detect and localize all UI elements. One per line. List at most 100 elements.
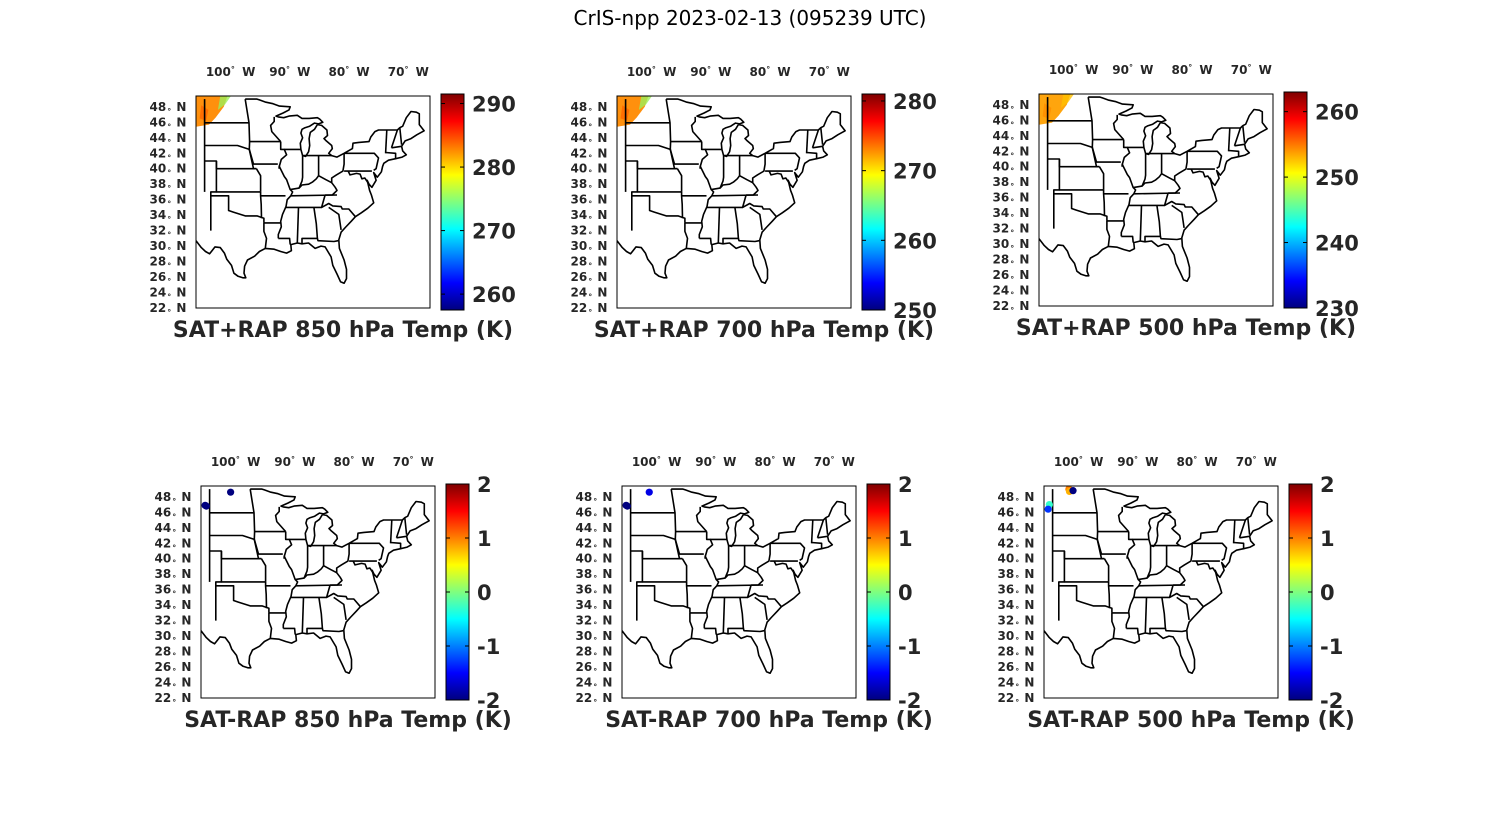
state-border xyxy=(316,238,339,243)
map-panel-sat-rap-sum-700: 100° W 90° W 80° W 70° W 48° N 46° N 44° N 42° … xyxy=(549,60,949,360)
colorbar-tick-label: 250 xyxy=(1315,166,1359,190)
lat-label: 38° N xyxy=(150,177,187,193)
lat-label: 38° N xyxy=(155,567,192,583)
state-border xyxy=(704,531,714,559)
obs-point xyxy=(1069,487,1077,495)
state-border xyxy=(811,129,820,149)
obs-point xyxy=(202,502,210,510)
lon-label: 70° W xyxy=(809,65,850,79)
lat-label: 44° N xyxy=(993,129,1030,145)
state-border xyxy=(674,539,704,555)
state-border xyxy=(1233,127,1242,147)
lat-label: 32° N xyxy=(998,614,1035,630)
colorbar-tick-label: 260 xyxy=(472,283,516,307)
colorbar xyxy=(861,93,886,311)
lat-label: 34° N xyxy=(576,598,613,614)
state-border xyxy=(318,153,345,184)
colorbar-tick-label: 270 xyxy=(893,160,937,184)
state-border xyxy=(204,144,250,151)
state-border xyxy=(1176,596,1190,621)
state-border xyxy=(1053,193,1108,221)
lat-label: 24° N xyxy=(571,286,608,302)
colorbar-tick-label: 230 xyxy=(1315,297,1359,321)
state-border xyxy=(699,237,712,245)
panel-caption: SAT-RAP 500 hPa Temp (K) xyxy=(1027,708,1355,733)
state-border xyxy=(1173,572,1186,586)
state-border xyxy=(1107,581,1111,609)
state-border xyxy=(321,628,344,633)
state-border xyxy=(746,584,783,608)
state-border xyxy=(395,519,404,539)
state-border xyxy=(1247,517,1251,535)
state-border xyxy=(695,506,708,533)
obs-point xyxy=(1044,505,1052,513)
lat-label: 46° N xyxy=(150,115,187,131)
lat-label: 28° N xyxy=(571,255,608,271)
lat-label: 46° N xyxy=(155,505,192,521)
lat-label: 34° N xyxy=(993,206,1030,222)
state-border xyxy=(1126,627,1139,635)
lat-label: 26° N xyxy=(993,268,1030,284)
state-border xyxy=(1168,180,1181,194)
obs-point xyxy=(623,502,631,510)
state-border xyxy=(765,152,801,171)
state-border xyxy=(283,627,296,635)
state-border xyxy=(820,127,824,145)
state-border xyxy=(722,597,726,634)
state-border xyxy=(1091,147,1121,163)
state-border xyxy=(330,572,343,586)
state-border xyxy=(746,182,759,196)
panel-caption: SAT+RAP 850 hPa Temp (K) xyxy=(172,318,514,343)
lat-label: 30° N xyxy=(150,239,187,255)
lat-label: 36° N xyxy=(998,583,1035,599)
lon-label: 90° W xyxy=(1117,455,1158,469)
state-border xyxy=(1106,220,1111,247)
state-border xyxy=(259,191,263,219)
state-border xyxy=(1190,168,1213,183)
colorbar-tick-label: 260 xyxy=(893,229,937,253)
state-border xyxy=(770,542,806,561)
lat-label: 30° N xyxy=(993,237,1030,253)
map-frame xyxy=(616,95,852,309)
state-border xyxy=(264,581,268,609)
colorbar-tick-label: -1 xyxy=(1320,635,1343,659)
lat-label: 30° N xyxy=(571,239,608,255)
state-border xyxy=(260,558,267,582)
lat-label: 22° N xyxy=(571,301,608,317)
lat-label: 44° N xyxy=(155,521,192,537)
state-border xyxy=(773,560,796,575)
state-border xyxy=(1047,158,1100,168)
lat-label: 22° N xyxy=(998,691,1035,707)
lon-label: 100° W xyxy=(1049,63,1098,77)
map-svg: 100° W 90° W 80° W 70° W 48° N46° N44° N42° … xyxy=(998,455,1344,713)
lon-label: 90° W xyxy=(274,455,315,469)
lon-label: 70° W xyxy=(393,455,434,469)
state-border xyxy=(404,517,408,535)
lat-label: 28° N xyxy=(998,645,1035,661)
state-border xyxy=(277,165,294,239)
state-border xyxy=(333,596,347,621)
lon-label: 70° W xyxy=(1236,455,1277,469)
state-border xyxy=(744,543,771,574)
state-border xyxy=(249,488,262,560)
state-border xyxy=(209,534,255,541)
lon-label: 100° W xyxy=(211,455,260,469)
state-border xyxy=(685,581,689,609)
state-border xyxy=(303,545,309,579)
state-border xyxy=(1121,139,1131,167)
state-border xyxy=(274,506,287,533)
coastline xyxy=(1039,96,1268,282)
lon-label: 100° W xyxy=(632,455,681,469)
state-border xyxy=(1238,519,1247,539)
map-svg: 100° W 90° W 80° W 70° W 48° N46° N44° N42° … xyxy=(571,65,937,323)
state-border xyxy=(690,116,703,143)
lat-label: 22° N xyxy=(150,301,187,317)
state-border xyxy=(1092,488,1105,560)
state-border xyxy=(1102,189,1106,217)
state-border xyxy=(1187,150,1223,169)
coastline xyxy=(617,98,846,284)
state-border xyxy=(253,539,283,555)
state-border xyxy=(263,222,268,249)
lat-label: 32° N xyxy=(993,222,1030,238)
lat-label: 22° N xyxy=(576,691,613,707)
